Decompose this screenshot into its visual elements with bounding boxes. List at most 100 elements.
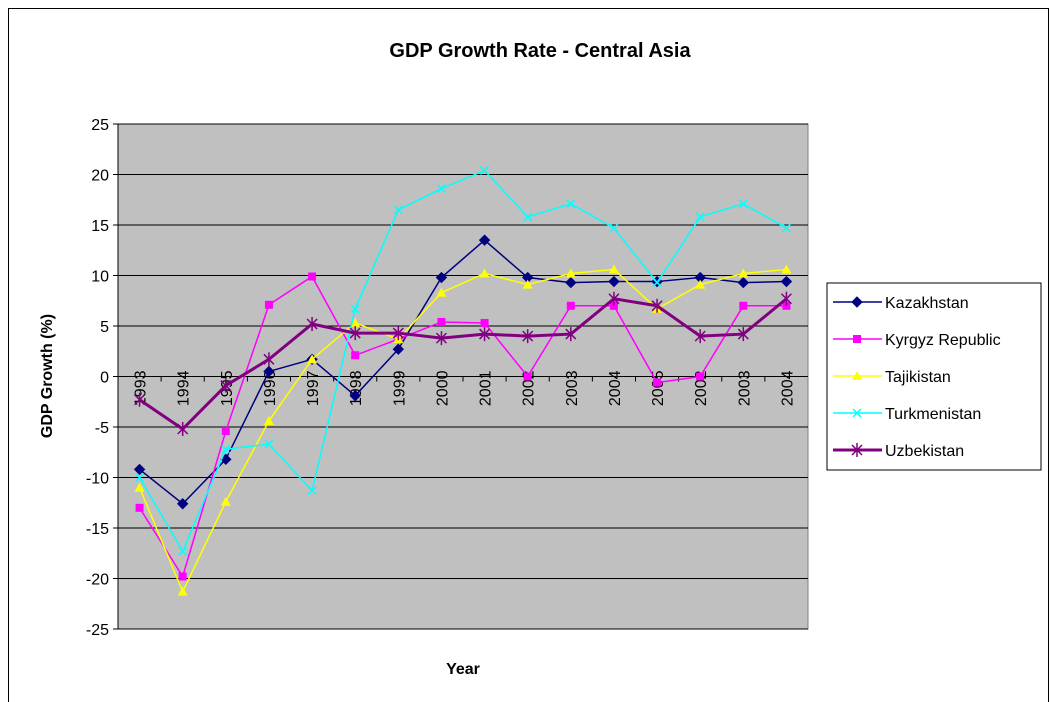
marker [264, 439, 274, 449]
marker [523, 372, 532, 381]
marker [436, 184, 446, 194]
marker [392, 326, 404, 341]
y-tick-label: -10 [86, 471, 109, 488]
marker [737, 327, 749, 342]
chart-title: GDP Growth Rate - Central Asia [389, 40, 691, 62]
series-line [138, 268, 787, 594]
y-tick-label: 5 [100, 319, 109, 336]
marker [177, 422, 189, 437]
marker [349, 326, 361, 341]
marker [135, 503, 144, 512]
marker [522, 329, 534, 344]
marker [566, 199, 576, 209]
marker [263, 415, 274, 425]
legend-label: Tajikistan [885, 369, 951, 386]
legend-label: Turkmenistan [885, 406, 981, 423]
marker [737, 276, 750, 289]
y-tick-label: 25 [91, 117, 109, 134]
marker [350, 304, 360, 314]
marker [609, 223, 619, 233]
x-tick-label: 2003 [564, 370, 581, 406]
marker [176, 498, 189, 510]
y-tick-label: 20 [91, 168, 109, 185]
marker [651, 298, 663, 313]
x-tick-label: 1995 [219, 370, 236, 406]
marker [608, 291, 620, 306]
y-tick-label: -15 [86, 521, 109, 538]
marker [134, 482, 145, 492]
marker [608, 275, 620, 288]
marker [133, 463, 146, 476]
marker [565, 276, 577, 289]
series-line [138, 169, 787, 553]
marker [263, 352, 275, 367]
marker [178, 572, 187, 581]
x-tick-label: 2003 [736, 370, 753, 406]
marker [135, 472, 145, 483]
marker [781, 223, 791, 233]
x-tick-label: 1996 [262, 370, 279, 406]
marker [479, 327, 491, 342]
marker [780, 275, 793, 288]
marker [178, 546, 188, 556]
marker [479, 268, 490, 278]
x-tick-label: 1994 [176, 370, 193, 406]
legend-label: Kazakhstan [885, 295, 969, 312]
marker [478, 234, 491, 246]
marker [608, 264, 619, 274]
y-tick-label: -20 [86, 572, 109, 589]
legend-marker [852, 371, 862, 380]
y-tick-label: 10 [91, 269, 109, 286]
marker [566, 301, 575, 310]
marker [350, 317, 361, 327]
y-tick-label: -5 [95, 420, 109, 437]
marker [263, 365, 275, 378]
marker [306, 316, 318, 331]
marker [652, 278, 662, 288]
marker [220, 496, 231, 506]
marker [780, 291, 792, 306]
marker [565, 268, 576, 278]
y-tick-label: -25 [86, 622, 109, 639]
marker [653, 378, 662, 387]
marker [351, 351, 360, 360]
marker [565, 327, 577, 342]
y-tick-label: 15 [91, 218, 109, 235]
x-tick-label: 2004 [607, 370, 624, 406]
marker [696, 372, 705, 381]
marker [307, 486, 317, 496]
marker [738, 268, 749, 278]
series-line [139, 239, 787, 505]
marker [522, 279, 533, 289]
x-axis-label: Year [446, 661, 480, 678]
x-tick-label: 2000 [434, 370, 451, 406]
x-tick-label: 1999 [391, 370, 408, 406]
legend-marker [851, 296, 863, 308]
series-line [138, 297, 788, 431]
marker [435, 331, 447, 346]
marker [307, 354, 318, 364]
marker [221, 427, 230, 436]
legend-label: Kyrgyz Republic [885, 332, 1001, 349]
series-line [138, 275, 787, 579]
y-axis-label: GDP Growth (%) [39, 314, 56, 438]
marker [738, 199, 748, 209]
marker [349, 389, 361, 402]
marker [264, 300, 273, 309]
marker [436, 287, 447, 297]
marker [694, 329, 706, 344]
legend-label: Uzbekistan [885, 443, 964, 460]
marker [177, 586, 188, 596]
marker [695, 279, 706, 289]
marker [134, 392, 146, 407]
marker [523, 212, 533, 222]
x-tick-label: 2004 [779, 370, 796, 406]
marker [480, 165, 490, 175]
marker [392, 343, 405, 355]
marker [609, 301, 618, 310]
marker [695, 212, 705, 222]
marker [781, 264, 792, 274]
marker [480, 318, 489, 327]
marker [782, 301, 791, 310]
